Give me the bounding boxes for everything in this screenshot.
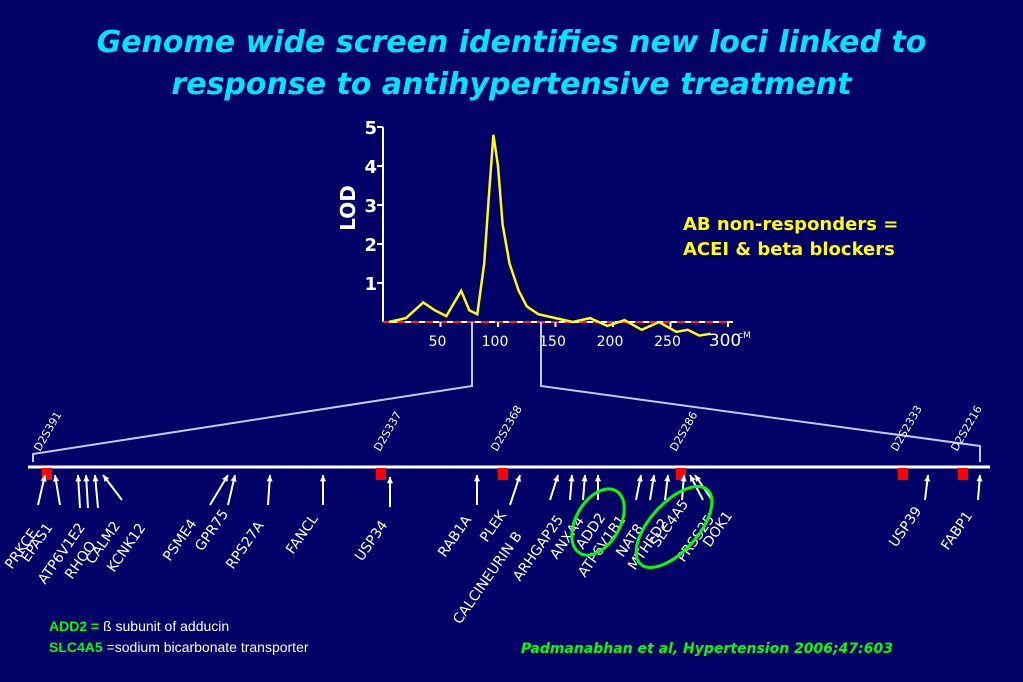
marker-label: D2S337: [371, 409, 404, 453]
marker-square: [676, 468, 686, 480]
gene-label: GPR75: [192, 507, 232, 555]
lod-ytick-label: 1: [364, 274, 377, 295]
gene-label: RPS27A: [223, 518, 268, 572]
lod-xtick-label: 100: [482, 334, 509, 350]
gene-label: USP34: [352, 518, 391, 564]
lod-ytick-label: 5: [364, 118, 377, 139]
lod-xtick-label: 250: [654, 334, 681, 350]
gene-label: RAB1A: [435, 512, 475, 560]
gene-arrow-head: [319, 475, 327, 482]
gene-arrow-head: [230, 475, 237, 482]
ab-note-line-2: ACEI & beta blockers: [683, 239, 895, 260]
gene-label: USP39: [886, 504, 925, 550]
marker-label: D2S391: [31, 409, 64, 453]
gene-arrow-head: [976, 475, 983, 482]
gene-arrow-head: [581, 475, 588, 482]
slide-title-line-2: response to antihypertensive treatment: [171, 67, 852, 102]
slc4a5-highlight-ellipse: [634, 485, 714, 569]
lod-ylabel: LOD: [336, 185, 360, 231]
marker-label: D2S2368: [488, 403, 524, 453]
ab-nonresponders-note: AB non-responders = ACEI & beta blockers: [683, 212, 898, 262]
gene-arrow-head: [83, 475, 90, 482]
marker-square: [376, 468, 386, 480]
gene-arrow-head: [664, 475, 671, 482]
legend-add2-desc: ß subunit of adducin: [99, 618, 230, 634]
gene-arrow-head: [649, 475, 657, 482]
legend-slc4a5: SLC4A5 =sodium bicarbonate transporter: [49, 637, 309, 658]
citation: Padmanabhan et al, Hypertension 2006;47:…: [521, 641, 893, 657]
lod-xtick-label: 150: [539, 334, 566, 350]
marker-square: [498, 468, 508, 480]
gene-arrow-head: [103, 475, 110, 482]
gene-arrow-head: [266, 475, 273, 482]
marker-label: D2S286: [667, 409, 700, 453]
gene-arrow-head: [553, 475, 559, 482]
lod-curve: [388, 134, 712, 337]
gene-arrow-head: [386, 477, 394, 484]
gene-arrow-head: [594, 475, 602, 482]
lod-ytick-label: 2: [364, 235, 377, 256]
legend-slc4a5-desc: =sodium bicarbonate transporter: [102, 639, 309, 655]
gene-arrow-head: [473, 475, 481, 482]
lod-x-ticks: 50 100 150 200 250 300: [429, 322, 741, 351]
lod-series: [388, 134, 712, 337]
slide-title-line-1: Genome wide screen identifies new loci l…: [96, 25, 927, 60]
marker-square: [898, 468, 908, 480]
slide-title: Genome wide screen identifies new loci l…: [0, 22, 1023, 106]
gene-arrow-head: [680, 475, 687, 482]
lod-xtick-label: 200: [597, 334, 624, 350]
zoom-right-line: [540, 322, 981, 462]
zoom-left-line: [32, 322, 473, 462]
lod-y-ticks: 1 2 3 4 5: [364, 118, 383, 295]
ab-note-line-1: AB non-responders =: [683, 214, 899, 235]
gene-arrow-head: [53, 475, 60, 482]
lod-xtick-label: 300: [709, 331, 741, 351]
lod-axes: LOD: [336, 127, 733, 323]
lod-ytick-label: 4: [364, 157, 377, 178]
lod-x-unit: cM: [738, 331, 751, 341]
gene-arrow-head: [695, 475, 702, 482]
gene-label: FANCL: [283, 512, 322, 558]
legend-slc4a5-key: SLC4A5: [49, 639, 103, 655]
marker-label: D2S2333: [888, 403, 924, 453]
gene-arrow-head: [924, 475, 931, 482]
gene-arrow-head: [515, 475, 521, 482]
gene-arrow-head: [92, 475, 99, 482]
zoom-connector: [32, 322, 981, 462]
gene-arrow-head: [568, 475, 575, 482]
lod-xtick-label: 50: [429, 334, 447, 350]
gene-arrow-head: [690, 475, 696, 482]
add2-highlight-ellipse: [570, 487, 626, 557]
gene-arrow-head: [636, 475, 643, 482]
gene-arrow-head: [40, 475, 47, 482]
marker-square: [958, 468, 968, 480]
gene-label: FABP1: [938, 509, 976, 554]
legend-add2-key: ADD2 =: [49, 618, 100, 634]
gene-legend: ADD2 = ß subunit of adducin SLC4A5 =sodi…: [49, 616, 309, 658]
legend-add2: ADD2 = ß subunit of adducin: [49, 616, 309, 637]
gene-arrow-head: [222, 475, 228, 482]
lod-ytick-label: 3: [364, 196, 377, 217]
gene-arrow-head: [75, 475, 82, 482]
marker-square: [42, 468, 52, 480]
